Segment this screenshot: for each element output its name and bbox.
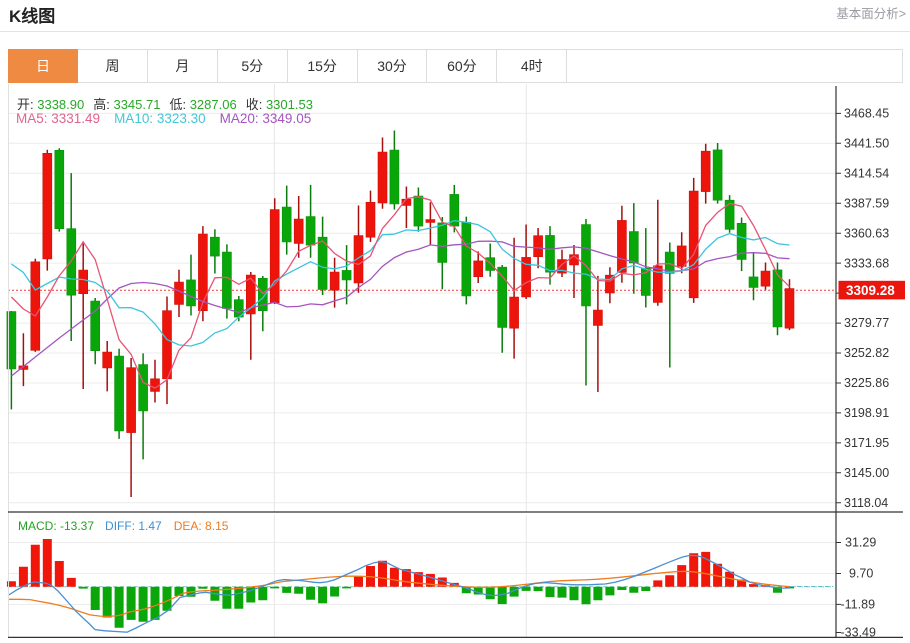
svg-text:9.70: 9.70	[849, 567, 873, 581]
svg-text:3252.82: 3252.82	[844, 346, 889, 360]
svg-text:3387.59: 3387.59	[844, 197, 889, 211]
svg-text:3360.63: 3360.63	[844, 226, 889, 240]
svg-text:3441.50: 3441.50	[844, 137, 889, 151]
svg-text:3145.00: 3145.00	[844, 466, 889, 480]
svg-text:3309.28: 3309.28	[846, 283, 895, 298]
svg-text:31.29: 31.29	[845, 536, 876, 550]
svg-text:3468.45: 3468.45	[844, 107, 889, 121]
svg-text:3118.04: 3118.04	[844, 496, 888, 510]
svg-text:3279.77: 3279.77	[844, 316, 889, 330]
svg-text:3198.91: 3198.91	[844, 406, 889, 420]
svg-text:3333.68: 3333.68	[844, 256, 889, 270]
svg-text:3225.86: 3225.86	[844, 376, 889, 390]
svg-text:-33.49: -33.49	[841, 626, 876, 640]
svg-text:-11.89: -11.89	[841, 598, 876, 612]
svg-text:3414.54: 3414.54	[844, 167, 889, 181]
svg-text:3171.95: 3171.95	[844, 436, 889, 450]
